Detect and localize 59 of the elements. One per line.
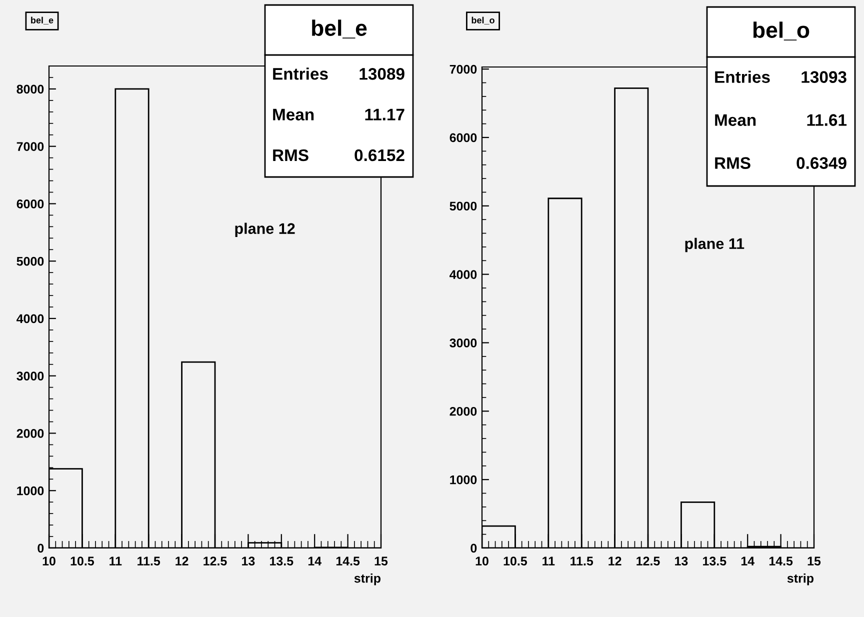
x-tick-label: 10.5 bbox=[504, 556, 528, 566]
annotation: Mean bbox=[273, 108, 314, 120]
x-tick-label: 12 bbox=[176, 556, 188, 566]
annotation: 13089 bbox=[360, 68, 404, 80]
y-tick-label: 5000 bbox=[450, 202, 477, 211]
x-tick-label: 14.5 bbox=[336, 556, 360, 566]
chart-title: bel_o bbox=[472, 16, 494, 24]
x-tick-label: 13.5 bbox=[270, 556, 294, 566]
x-axis-title: strip bbox=[354, 574, 380, 586]
y-tick-label: 4000 bbox=[16, 314, 44, 324]
y-tick-label: 3000 bbox=[16, 372, 44, 381]
annotation: plane 12 bbox=[235, 222, 295, 237]
x-tick-label: 15 bbox=[374, 556, 388, 566]
x-tick-label: 13.5 bbox=[703, 556, 726, 566]
annotation: plane 11 bbox=[685, 238, 744, 252]
y-tick-label: 5000 bbox=[16, 256, 44, 266]
y-tick-label: 0 bbox=[38, 544, 44, 553]
x-tick-label: 14 bbox=[308, 556, 322, 566]
y-tick-label: 6000 bbox=[16, 200, 44, 208]
y-tick-label: 2000 bbox=[16, 429, 44, 438]
y-tick-label: 1000 bbox=[17, 486, 44, 496]
x-axis-title: strip bbox=[787, 574, 814, 586]
y-tick-label: 7000 bbox=[16, 142, 44, 151]
x-tick-label: 13 bbox=[242, 556, 255, 566]
y-tick-label: 1000 bbox=[450, 475, 477, 484]
x-tick-label: 12.5 bbox=[636, 556, 660, 566]
x-tick-label: 10 bbox=[42, 556, 56, 566]
y-tick-label: 8000 bbox=[16, 84, 44, 94]
x-tick-label: 12 bbox=[608, 556, 622, 566]
x-tick-label: 10.5 bbox=[70, 556, 94, 566]
annotation: 11.17 bbox=[365, 108, 404, 120]
annotation: RMS bbox=[715, 157, 750, 169]
x-tick-label: 10 bbox=[476, 556, 488, 566]
annotation: Entries bbox=[273, 68, 328, 80]
text: bel_o bbox=[753, 22, 810, 40]
x-tick-label: 11.5 bbox=[138, 556, 160, 566]
x-tick-label: 14.5 bbox=[769, 556, 793, 566]
y-tick-label: 7000 bbox=[450, 64, 477, 74]
x-tick-label: 14 bbox=[741, 556, 754, 566]
x-tick-label: 11 bbox=[110, 556, 122, 566]
x-tick-label: 13 bbox=[675, 556, 688, 566]
x-tick-label: 12.5 bbox=[204, 556, 227, 566]
annotation: 0.6349 bbox=[796, 157, 846, 169]
x-tick-label: 15 bbox=[808, 556, 821, 566]
annotation: 0.6152 bbox=[354, 149, 404, 162]
annotation: Mean bbox=[715, 114, 756, 126]
chart-title: bel_e bbox=[31, 16, 54, 24]
x-tick-label: 11 bbox=[542, 556, 555, 566]
text: bel_e bbox=[312, 20, 367, 38]
annotation: 13093 bbox=[802, 71, 846, 83]
annotation: 11.61 bbox=[807, 114, 847, 126]
annotation: Entries bbox=[715, 70, 770, 83]
y-tick-label: 3000 bbox=[450, 338, 477, 348]
annotation: RMS bbox=[273, 149, 308, 162]
x-tick-label: 11.5 bbox=[570, 556, 594, 566]
y-tick-label: 4000 bbox=[450, 270, 477, 279]
y-tick-label: 6000 bbox=[450, 133, 477, 142]
y-tick-label: 0 bbox=[470, 544, 477, 553]
y-tick-label: 2000 bbox=[450, 406, 477, 416]
